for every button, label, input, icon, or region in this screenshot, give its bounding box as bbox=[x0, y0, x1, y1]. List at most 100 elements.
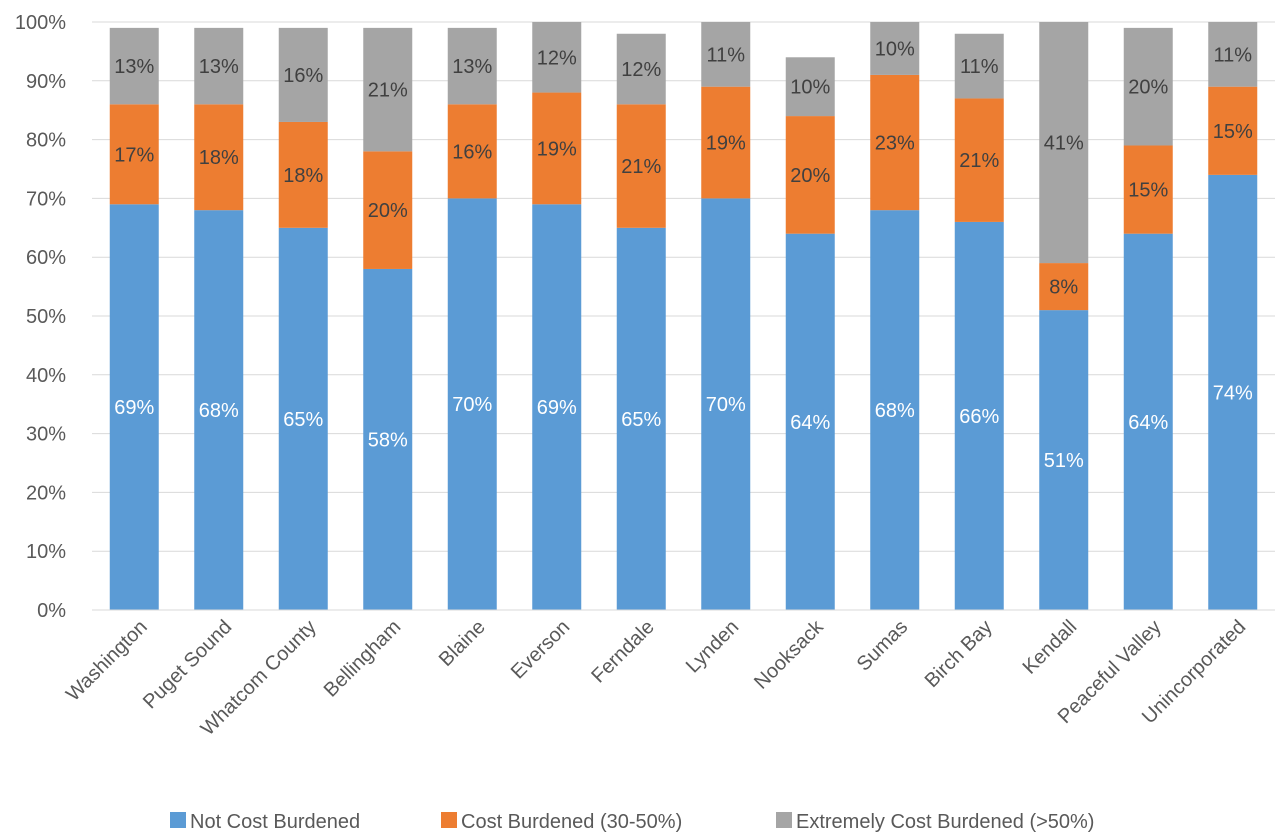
x-tick-label: Bellingham bbox=[320, 616, 406, 702]
data-label: 64% bbox=[790, 412, 830, 434]
bar-segment bbox=[785, 57, 835, 117]
x-tick-label: Everson bbox=[507, 616, 574, 683]
x-tick-label: Nooksack bbox=[750, 615, 828, 693]
y-tick-label: 100% bbox=[15, 12, 66, 34]
bar-segment bbox=[954, 98, 1004, 222]
data-label: 18% bbox=[199, 147, 239, 169]
x-tick-label: Ferndale bbox=[587, 616, 658, 687]
bar-segment bbox=[532, 92, 582, 205]
data-label: 69% bbox=[537, 397, 577, 419]
x-tick-label: Kendall bbox=[1019, 616, 1082, 679]
y-tick-label: 30% bbox=[26, 424, 66, 446]
bars bbox=[109, 22, 1258, 611]
bar-segment bbox=[616, 227, 666, 611]
bar-segment bbox=[363, 151, 413, 269]
bar-segment bbox=[701, 22, 751, 87]
bar-segment bbox=[954, 33, 1004, 99]
bar-segment bbox=[194, 104, 244, 211]
bar-segment bbox=[278, 121, 328, 228]
bar-segment bbox=[1208, 22, 1258, 87]
legend-swatch bbox=[441, 812, 457, 828]
y-tick-label: 40% bbox=[26, 365, 66, 387]
legend-label: Not Cost Burdened bbox=[190, 811, 360, 833]
y-tick-label: 20% bbox=[26, 482, 66, 504]
data-label: 21% bbox=[959, 150, 999, 172]
data-label: 12% bbox=[621, 59, 661, 81]
bar-segment bbox=[363, 268, 413, 610]
data-label: 19% bbox=[537, 138, 577, 160]
x-tick-label: Birch Bay bbox=[921, 616, 997, 692]
gridlines bbox=[92, 21, 1275, 552]
data-label: 10% bbox=[875, 38, 915, 60]
bar-segment bbox=[1123, 233, 1173, 610]
bar-segment bbox=[1039, 310, 1089, 610]
bar-segment bbox=[870, 210, 920, 610]
data-label: 13% bbox=[452, 56, 492, 78]
bar-segment bbox=[447, 104, 497, 199]
data-label: 65% bbox=[283, 409, 323, 431]
data-label: 68% bbox=[199, 400, 239, 422]
x-tick-label: Blaine bbox=[435, 616, 490, 671]
bar-segment bbox=[447, 27, 497, 105]
data-label: 20% bbox=[790, 165, 830, 187]
data-label: 15% bbox=[1128, 180, 1168, 202]
y-tick-label: 0% bbox=[37, 600, 66, 622]
bar-segment bbox=[1208, 174, 1258, 610]
data-label: 51% bbox=[1044, 450, 1084, 472]
bar-segment bbox=[278, 227, 328, 611]
data-label: 74% bbox=[1213, 382, 1253, 404]
bar-segment bbox=[1039, 263, 1089, 311]
bar-segment bbox=[1123, 27, 1173, 146]
bar-segment bbox=[532, 22, 582, 93]
bar-segment bbox=[785, 233, 835, 610]
y-tick-label: 60% bbox=[26, 247, 66, 269]
bar-segment bbox=[1208, 86, 1258, 175]
bar-segment bbox=[954, 221, 1004, 611]
bar-segment bbox=[363, 27, 413, 152]
data-label: 70% bbox=[706, 394, 746, 416]
x-tick-label: Washington bbox=[62, 616, 152, 706]
data-label: 18% bbox=[283, 165, 323, 187]
bar-segment bbox=[194, 27, 244, 105]
y-axis-tick-labels: 0% 10% 20% 30% 40% 50% 60% 70% 80% 90% 100% bbox=[15, 12, 66, 622]
data-label: 21% bbox=[621, 156, 661, 178]
bar-segment bbox=[1039, 22, 1089, 264]
data-label: 65% bbox=[621, 409, 661, 431]
data-label: 66% bbox=[959, 406, 999, 428]
bar-segment bbox=[870, 74, 920, 211]
y-tick-label: 50% bbox=[26, 306, 66, 328]
bar-segment bbox=[109, 204, 159, 610]
legend-swatch bbox=[776, 812, 792, 828]
bar-segment bbox=[701, 198, 751, 610]
data-label: 10% bbox=[790, 77, 830, 99]
data-label: 64% bbox=[1128, 412, 1168, 434]
y-tick-label: 90% bbox=[26, 71, 66, 93]
data-label: 11% bbox=[1213, 44, 1252, 66]
data-labels: 69% 17% 13% 68% 18% 13% 65% 18% 16% 58% 20% 21% 70% 1… bbox=[114, 38, 1253, 472]
data-label: 12% bbox=[537, 47, 577, 69]
bar-segment bbox=[616, 104, 666, 228]
x-tick-label: Lynden bbox=[682, 616, 743, 677]
bar-segment bbox=[701, 86, 751, 199]
y-tick-label: 80% bbox=[26, 130, 66, 152]
bar-segment bbox=[532, 204, 582, 610]
data-label: 13% bbox=[199, 56, 239, 78]
data-label: 8% bbox=[1049, 277, 1078, 299]
bar-segment bbox=[1123, 145, 1173, 234]
data-label: 17% bbox=[114, 144, 154, 166]
legend: Not Cost Burdened Cost Burdened (30-50%) E… bbox=[170, 811, 1094, 833]
bar-segment bbox=[447, 198, 497, 610]
bar-segment bbox=[785, 116, 835, 234]
data-label: 13% bbox=[114, 56, 154, 78]
data-label: 16% bbox=[452, 141, 492, 163]
bar-segment bbox=[870, 22, 920, 75]
data-label: 70% bbox=[452, 394, 492, 416]
x-tick-label: Sumas bbox=[853, 616, 913, 676]
data-label: 11% bbox=[706, 44, 745, 66]
legend-label: Cost Burdened (30-50%) bbox=[461, 811, 682, 833]
bar-segment bbox=[616, 33, 666, 105]
y-tick-label: 10% bbox=[26, 541, 66, 563]
